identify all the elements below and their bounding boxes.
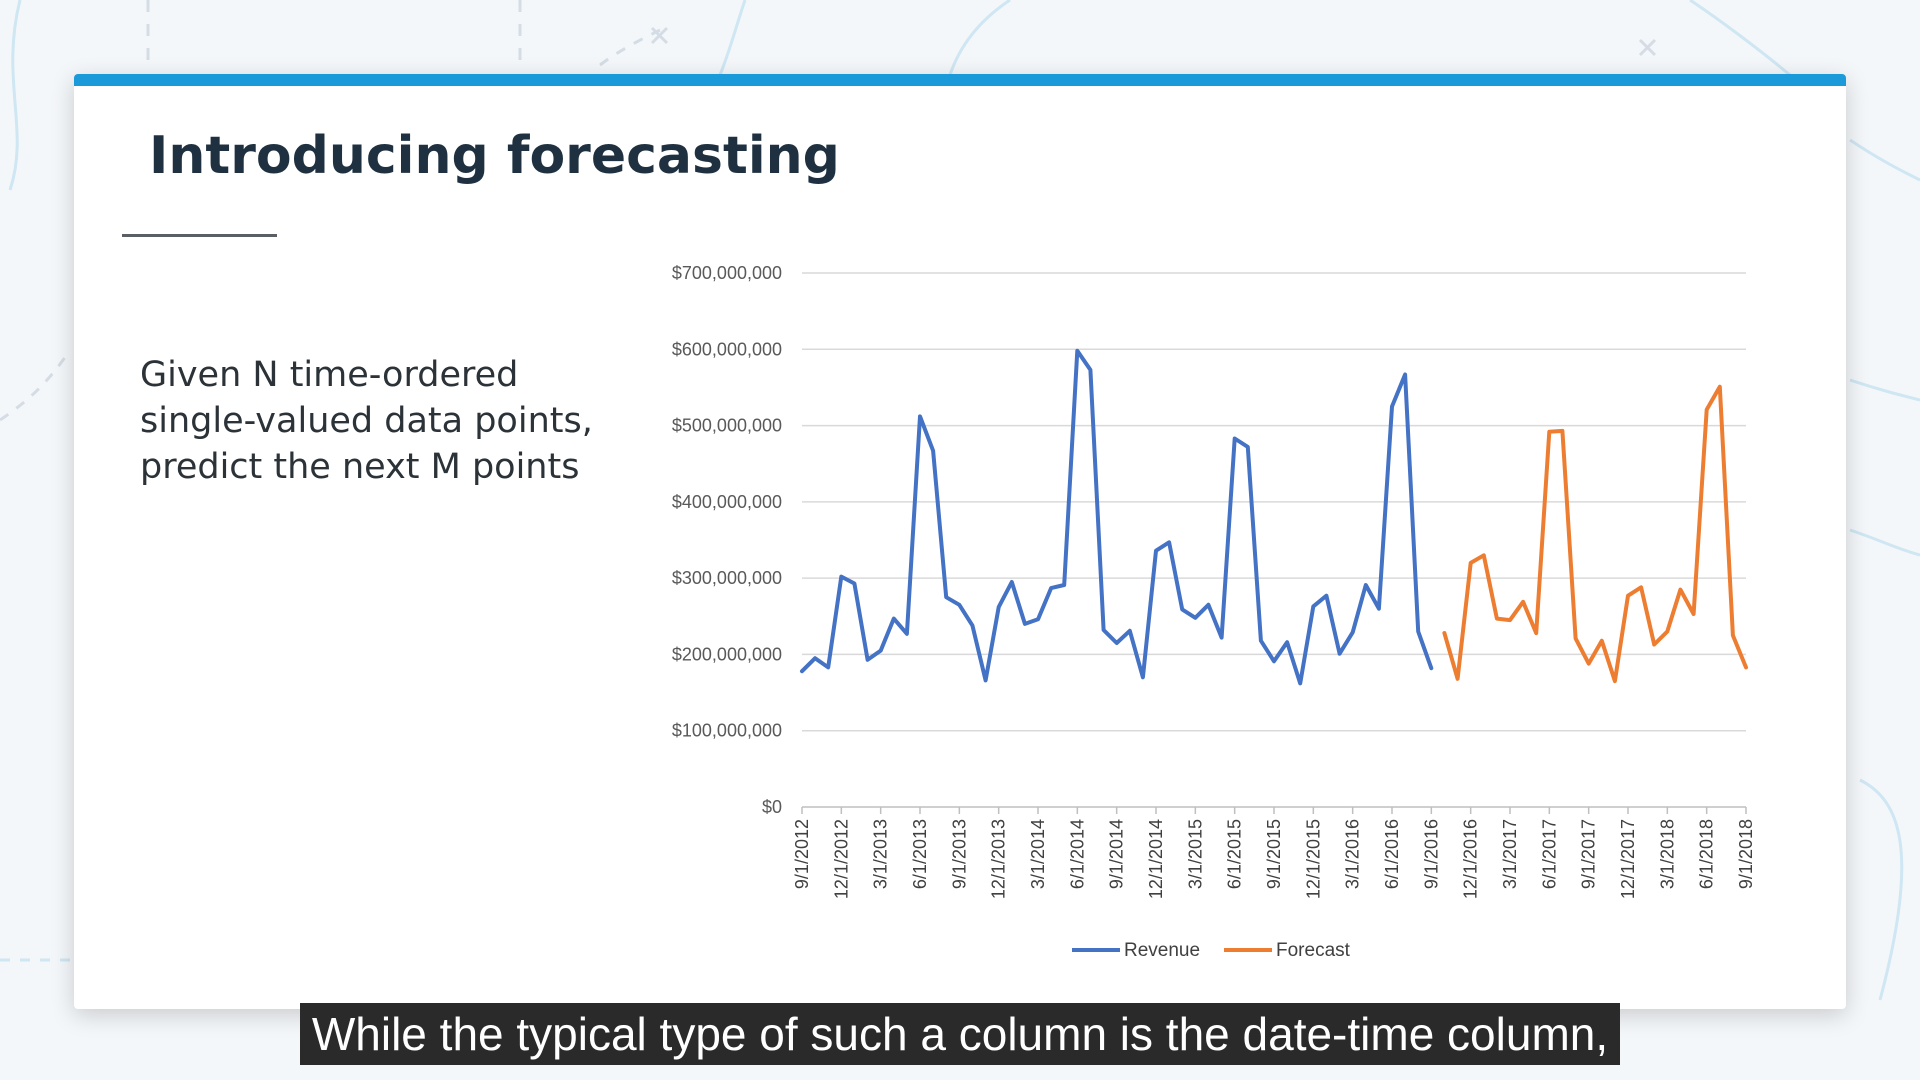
title-underline [122,234,277,237]
x-tick-label: 9/1/2015 [1264,819,1284,889]
legend-label: Forecast [1276,940,1351,961]
x-tick-label: 12/1/2013 [989,819,1009,899]
legend-label: Revenue [1124,940,1200,961]
y-tick-label: $500,000,000 [672,416,782,436]
x-tick-label: 3/1/2013 [871,819,891,889]
x-tick-label: 9/1/2013 [949,819,969,889]
x-tick-label: 6/1/2013 [910,819,930,889]
x-tick-label: 9/1/2017 [1579,819,1599,889]
x-tick-label: 6/1/2017 [1539,819,1559,889]
x-tick-label: 6/1/2016 [1382,819,1402,889]
x-tick-label: 9/1/2016 [1421,819,1441,889]
y-tick-label: $100,000,000 [672,721,782,741]
x-tick-label: 6/1/2014 [1067,819,1087,889]
x-tick-label: 12/1/2016 [1461,819,1481,899]
y-tick-label: $300,000,000 [672,568,782,588]
x-tick-label: 3/1/2018 [1657,819,1677,889]
y-tick-label: $400,000,000 [672,492,782,512]
x-tick-label: 3/1/2016 [1343,819,1363,889]
x-tick-label: 12/1/2014 [1146,819,1166,899]
x-tick-label: 9/1/2018 [1736,819,1756,889]
slide-title: Introducing forecasting [149,126,840,186]
y-tick-label: $0 [762,797,782,817]
y-tick-label: $700,000,000 [672,263,782,283]
series-line-revenue [800,348,1434,686]
x-tick-label: 12/1/2015 [1303,819,1323,899]
description-line: single-valued data points, [140,401,593,441]
slide-description: Given N time-ordered single-valued data … [140,352,660,490]
slide-accent-bar [74,74,1846,86]
description-line: Given N time-ordered [140,355,519,395]
x-tick-label: 9/1/2014 [1107,819,1127,889]
caption-area: While the typical type of such a column … [0,1003,1920,1065]
description-line: predict the next M points [140,447,580,487]
x-tick-label: 9/1/2012 [792,819,812,889]
x-tick-label: 6/1/2015 [1225,819,1245,889]
series-line-forecast [1442,384,1748,684]
x-tick-label: 12/1/2012 [831,819,851,899]
y-tick-label: $600,000,000 [672,339,782,359]
y-tick-label: $200,000,000 [672,644,782,664]
slide-card: Introducing forecasting Given N time-ord… [74,74,1846,1009]
x-tick-label: 3/1/2015 [1185,819,1205,889]
x-tick-label: 6/1/2018 [1697,819,1717,889]
forecast-line-chart: $700,000,000 $600,000,000 $500,000,000 $400… [672,263,1756,961]
subtitle-caption: While the typical type of such a column … [299,1003,1621,1065]
x-tick-label: 3/1/2017 [1500,819,1520,889]
x-tick-label: 12/1/2017 [1618,819,1638,899]
x-tick-label: 3/1/2014 [1028,819,1048,889]
